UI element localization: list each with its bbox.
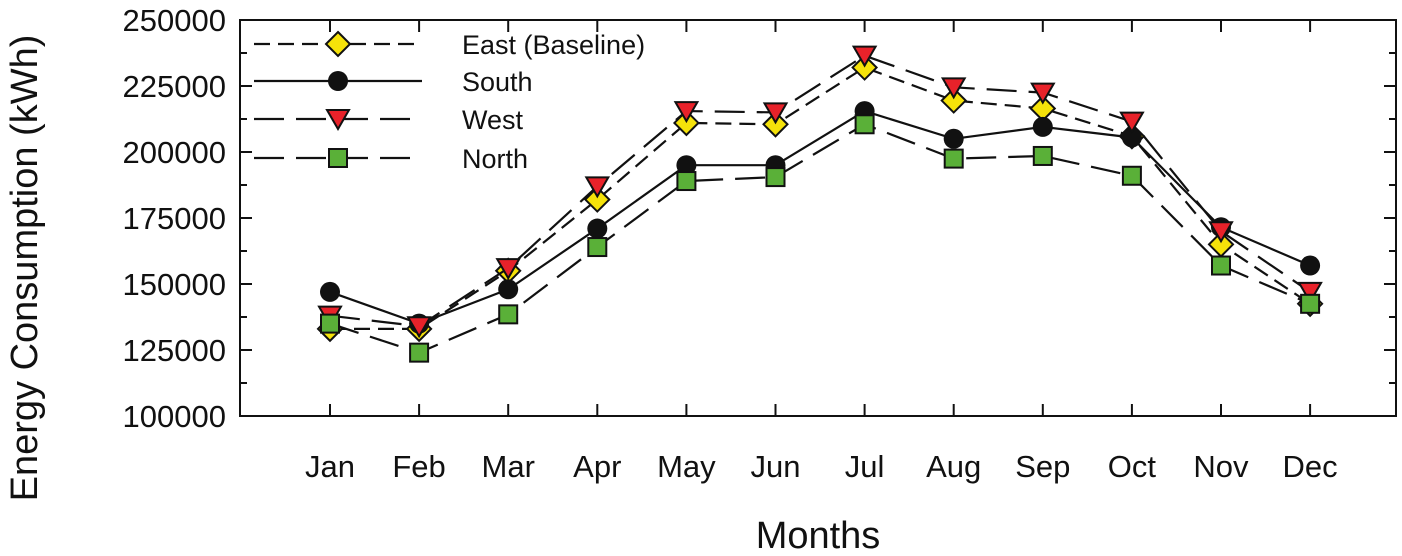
- square-marker: [1121, 165, 1142, 186]
- square-marker: [676, 171, 697, 192]
- circle-marker: [1032, 116, 1053, 137]
- x-tick-label: Dec: [1283, 449, 1338, 484]
- series-layer: [316, 45, 1324, 363]
- triangle-marker: [1297, 281, 1323, 304]
- triangle-marker: [1119, 111, 1145, 134]
- x-axis: Jan Feb Mar Apr May Jun Jul Aug Sep Oct Nov Dec: [305, 20, 1338, 484]
- diamond-marker: [940, 87, 968, 114]
- y-tick-label: 225000: [123, 69, 226, 104]
- triangle-marker: [1030, 82, 1056, 105]
- circle-marker: [587, 218, 608, 239]
- legend-label: East (Baseline): [462, 30, 645, 60]
- circle-marker: [1300, 255, 1321, 276]
- y-tick-label: 125000: [123, 333, 226, 368]
- triangle-marker: [940, 77, 967, 100]
- x-tick-label: May: [657, 449, 716, 484]
- triangle-marker: [584, 176, 611, 199]
- y-axis: 100000 125000 150000 175000 200000 225000 2500…: [123, 3, 1396, 434]
- series-line: [330, 66, 1311, 330]
- legend-label: North: [462, 144, 528, 174]
- y-tick-label: 200000: [123, 135, 226, 170]
- square-marker: [409, 342, 430, 363]
- triangle-marker: [1208, 221, 1234, 244]
- x-tick-label: Jan: [305, 449, 355, 484]
- x-axis-title: Months: [756, 515, 881, 556]
- y-tick-label: 100000: [123, 399, 226, 434]
- square-marker: [1032, 145, 1053, 166]
- square-marker: [1211, 255, 1231, 276]
- x-tick-label: Sep: [1015, 449, 1070, 484]
- square-marker: [320, 313, 340, 334]
- square-marker: [854, 114, 875, 135]
- y-axis-title: Energy Consumption (kWh): [4, 35, 46, 502]
- series-line: [329, 109, 1311, 325]
- triangle-marker: [495, 258, 521, 281]
- triangle-marker: [325, 109, 351, 131]
- series: [320, 114, 1321, 363]
- series: [320, 101, 1321, 334]
- triangle-marker: [851, 45, 878, 68]
- legend-label: West: [462, 105, 524, 135]
- x-tick-label: Apr: [573, 449, 621, 484]
- x-tick-label: Nov: [1193, 449, 1249, 484]
- triangle-marker: [762, 102, 789, 125]
- x-tick-label: Aug: [926, 449, 981, 484]
- series-line: [329, 123, 1311, 354]
- square-marker: [328, 148, 348, 168]
- triangle-marker: [673, 101, 700, 124]
- x-tick-label: Jun: [751, 449, 801, 484]
- x-tick-label: Oct: [1108, 449, 1157, 484]
- square-marker: [1300, 293, 1321, 314]
- y-tick-label: 150000: [123, 267, 226, 302]
- diamond-marker: [583, 186, 611, 213]
- diamond-marker: [324, 30, 352, 58]
- square-marker: [765, 167, 786, 188]
- series: [316, 54, 1324, 343]
- triangle-marker: [406, 316, 432, 339]
- square-marker: [587, 237, 608, 258]
- circle-marker: [320, 281, 340, 302]
- circle-marker: [498, 279, 519, 300]
- x-tick-label: Jul: [845, 449, 885, 484]
- legend-label: South: [462, 67, 533, 97]
- series-line: [329, 54, 1311, 328]
- x-tick-label: Mar: [482, 449, 535, 484]
- circle-marker: [1121, 127, 1142, 148]
- series: [317, 45, 1323, 339]
- y-tick-label: 250000: [123, 3, 226, 38]
- circle-marker: [328, 71, 348, 91]
- legend: East (Baseline) South West North: [254, 30, 645, 174]
- y-tick-label: 175000: [123, 201, 226, 236]
- square-marker: [943, 148, 964, 169]
- square-marker: [498, 304, 519, 325]
- circle-marker: [676, 155, 697, 176]
- circle-marker: [943, 128, 964, 149]
- x-tick-label: Feb: [392, 449, 445, 484]
